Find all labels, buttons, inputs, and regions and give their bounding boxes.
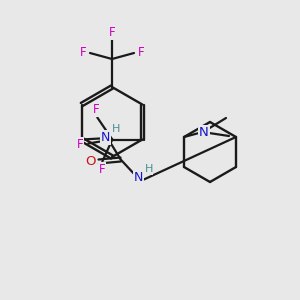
Text: H: H	[145, 164, 153, 175]
Text: F: F	[93, 103, 100, 116]
Text: F: F	[99, 163, 106, 176]
Text: H: H	[112, 124, 120, 134]
Text: F: F	[80, 46, 86, 59]
Text: F: F	[138, 46, 144, 59]
Text: N: N	[134, 171, 143, 184]
Text: F: F	[109, 26, 115, 40]
Text: N: N	[199, 125, 209, 139]
Text: F: F	[77, 138, 84, 151]
Text: N: N	[101, 131, 110, 144]
Text: O: O	[85, 155, 96, 168]
